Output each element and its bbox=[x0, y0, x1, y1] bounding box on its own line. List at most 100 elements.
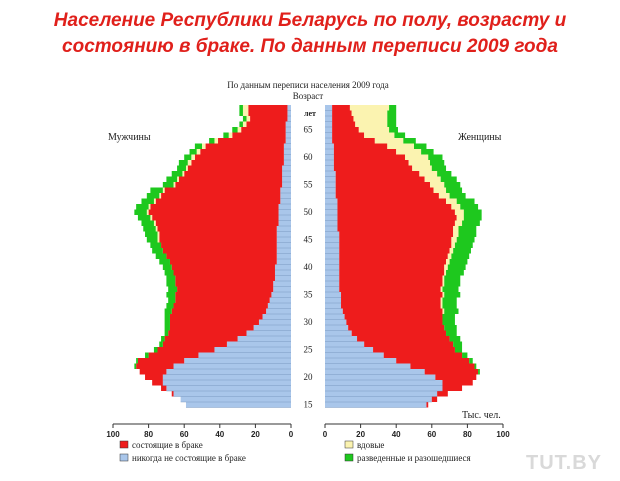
bar-male-married-31 bbox=[169, 314, 263, 320]
bar-female-widowed-63 bbox=[374, 138, 404, 144]
bar-female-never_married-59 bbox=[325, 160, 334, 166]
bar-male-never_married-51 bbox=[278, 204, 291, 210]
bar-female-divorced-28 bbox=[446, 330, 457, 336]
bar-female-widowed-50 bbox=[454, 209, 464, 215]
bar-male-married-47 bbox=[157, 226, 277, 232]
bar-female-widowed-45 bbox=[451, 237, 457, 243]
bar-male-widowed-52 bbox=[153, 198, 156, 204]
bar-female-widowed-61 bbox=[396, 149, 422, 155]
bar-female-married-28 bbox=[351, 330, 447, 336]
bar-male-married-67 bbox=[250, 116, 288, 122]
bar-male-never_married-56 bbox=[282, 176, 291, 182]
bar-male-never_married-65 bbox=[285, 127, 291, 133]
bar-male-married-36 bbox=[177, 286, 274, 292]
bar-male-never_married-58 bbox=[282, 165, 291, 171]
bar-female-divorced-63 bbox=[403, 138, 416, 144]
bar-male-never_married-64 bbox=[285, 132, 291, 138]
legend-swatch-married bbox=[119, 440, 129, 449]
bar-female-divorced-32 bbox=[444, 308, 459, 314]
bar-female-widowed-36 bbox=[440, 286, 443, 292]
bar-male-married-42 bbox=[166, 253, 277, 259]
bar-female-married-16 bbox=[431, 396, 438, 402]
female-bars bbox=[325, 105, 482, 408]
bar-male-married-57 bbox=[184, 171, 283, 177]
bar-male-never_married-43 bbox=[276, 248, 291, 254]
bar-female-divorced-60 bbox=[428, 154, 443, 160]
bar-female-widowed-54 bbox=[433, 187, 447, 193]
bar-female-widowed-34 bbox=[440, 297, 443, 303]
bar-male-divorced-27 bbox=[161, 336, 165, 342]
bar-male-divorced-35 bbox=[166, 292, 176, 298]
bar-female-never_married-41 bbox=[325, 259, 340, 265]
bar-female-divorced-67 bbox=[387, 116, 397, 122]
bar-female-widowed-41 bbox=[446, 259, 450, 265]
bar-female-married-66 bbox=[332, 121, 356, 127]
bar-female-never_married-57 bbox=[325, 171, 336, 177]
bar-female-divorced-51 bbox=[460, 204, 479, 210]
bar-male-divorced-49 bbox=[137, 215, 151, 221]
bar-female-never_married-32 bbox=[325, 308, 343, 314]
bar-male-divorced-24 bbox=[145, 352, 149, 358]
male-bars bbox=[134, 105, 291, 408]
bar-female-married-45 bbox=[339, 237, 452, 243]
bar-female-never_married-55 bbox=[325, 182, 336, 188]
bar-female-married-58 bbox=[333, 165, 413, 171]
bar-male-never_married-55 bbox=[282, 182, 291, 188]
bar-male-divorced-68 bbox=[239, 110, 243, 116]
bar-female-divorced-50 bbox=[463, 209, 482, 215]
bar-female-widowed-56 bbox=[424, 176, 441, 182]
bar-male-never_married-57 bbox=[282, 171, 291, 177]
bar-male-never_married-39 bbox=[274, 270, 291, 276]
bar-male-divorced-51 bbox=[136, 204, 149, 210]
bar-male-divorced-69 bbox=[239, 105, 243, 111]
bar-female-never_married-23 bbox=[325, 358, 397, 364]
bar-male-married-35 bbox=[175, 292, 272, 298]
bar-female-divorced-39 bbox=[446, 270, 464, 276]
bar-male-married-33 bbox=[173, 303, 268, 309]
bar-male-never_married-23 bbox=[184, 358, 291, 364]
bar-female-widowed-60 bbox=[405, 154, 429, 160]
bar-male-never_married-60 bbox=[283, 154, 291, 160]
bar-male-divorced-28 bbox=[164, 330, 169, 336]
bar-female-never_married-65 bbox=[325, 127, 333, 133]
bar-female-divorced-65 bbox=[389, 127, 398, 133]
tutby-watermark: TUT.BY bbox=[526, 452, 602, 474]
bar-male-married-30 bbox=[169, 319, 259, 325]
bar-female-divorced-42 bbox=[451, 253, 470, 259]
age-tick-25: 25 bbox=[304, 345, 314, 355]
bar-female-married-63 bbox=[332, 138, 375, 144]
bar-female-never_married-25 bbox=[325, 347, 374, 353]
bar-male-divorced-61 bbox=[189, 149, 197, 155]
bar-male-divorced-66 bbox=[239, 121, 243, 127]
bar-male-married-28 bbox=[168, 330, 247, 336]
bar-female-married-48 bbox=[337, 220, 455, 226]
bar-female-married-40 bbox=[339, 264, 445, 270]
bar-male-widowed-53 bbox=[159, 193, 162, 199]
bar-male-widowed-54 bbox=[162, 187, 165, 193]
bar-male-married-65 bbox=[241, 127, 286, 133]
bar-male-divorced-22 bbox=[134, 363, 137, 369]
bar-male-divorced-33 bbox=[166, 303, 174, 309]
bar-male-never_married-34 bbox=[269, 297, 291, 303]
bar-female-divorced-47 bbox=[458, 226, 477, 232]
female-tick-label-100: 100 bbox=[496, 430, 510, 439]
bar-female-divorced-36 bbox=[442, 286, 459, 292]
bar-male-divorced-64 bbox=[223, 132, 229, 138]
bar-male-widowed-58 bbox=[185, 165, 188, 171]
bar-male-never_married-40 bbox=[274, 264, 291, 270]
legend-swatch-widowed bbox=[344, 440, 354, 449]
bar-male-married-53 bbox=[161, 193, 281, 199]
bar-female-married-47 bbox=[337, 226, 454, 232]
bar-female-divorced-55 bbox=[444, 182, 461, 188]
bar-female-married-50 bbox=[337, 209, 455, 215]
bar-female-married-25 bbox=[373, 347, 455, 353]
bar-male-divorced-26 bbox=[159, 341, 163, 347]
male-tick-label-20: 20 bbox=[251, 430, 260, 439]
bar-female-never_married-29 bbox=[325, 325, 349, 331]
bar-female-married-19 bbox=[442, 380, 473, 386]
bar-female-divorced-62 bbox=[414, 143, 427, 149]
bar-male-widowed-66 bbox=[242, 121, 247, 127]
bar-female-widowed-55 bbox=[430, 182, 445, 188]
bar-male-never_married-48 bbox=[278, 220, 291, 226]
